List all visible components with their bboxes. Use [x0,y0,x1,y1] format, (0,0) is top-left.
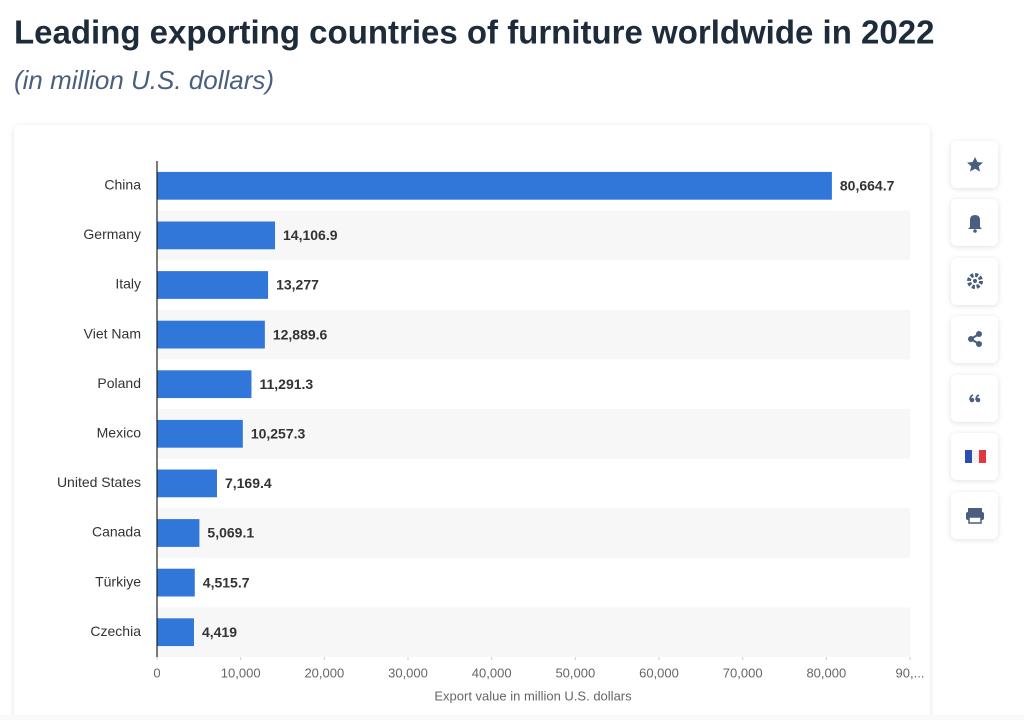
value-label: 13,277 [276,277,319,293]
bar [157,568,195,597]
y-tick-label: Mexico [97,425,142,441]
value-label: 4,515.7 [203,574,250,590]
favorite-button[interactable] [951,141,998,188]
x-tick-label: 30,000 [388,665,428,680]
value-label: 5,069.1 [207,525,254,541]
row-stripe [157,607,910,657]
x-tick-label: 0 [153,665,160,680]
settings-button[interactable] [951,258,998,305]
y-tick-label: Viet Nam [84,325,141,341]
bar [157,469,217,498]
bar [157,221,276,250]
y-tick-label: Poland [97,375,141,391]
x-tick-label: 60,000 [639,665,679,680]
share-button[interactable] [951,316,998,363]
bar [157,519,200,547]
x-tick-label: 80,000 [806,665,846,680]
y-tick-label: Germany [83,226,141,242]
y-tick-label: China [104,177,141,193]
y-tick-label: United States [57,474,141,490]
language-button[interactable] [951,433,998,480]
plot-area: 0 10,000 20,000 30,000 40,000 50,000 60,000 70,… [57,161,925,680]
chart-subtitle: (in million U.S. dollars) [14,65,274,95]
x-tick-label: 10,000 [221,665,261,680]
value-label: 4,419 [202,624,237,640]
row-stripe [157,210,910,261]
x-tick-label: 50,000 [555,665,595,680]
row-stripe [157,508,910,558]
value-label: 7,169.4 [225,475,272,491]
value-label: 80,664.7 [840,178,895,194]
value-label: 11,291.3 [259,376,313,392]
bar [157,271,269,299]
y-tick-label: Canada [92,524,141,540]
cite-button[interactable] [951,375,998,422]
x-tick-label: 20,000 [304,665,344,680]
x-tick-label: 90,... [896,665,925,680]
value-label: 12,889.6 [273,326,328,342]
x-tick-label: 40,000 [472,665,512,680]
value-label: 10,257.3 [251,426,306,442]
value-label: 14,106.9 [283,227,338,243]
bar [157,320,265,349]
alert-button[interactable] [951,199,998,246]
toolbar [951,141,998,539]
print-button[interactable] [951,492,998,539]
y-tick-label: Türkiye [95,573,141,589]
bar [157,171,832,200]
bar [157,370,252,399]
chart-title: Leading exporting countries of furniture… [14,14,934,51]
bar [157,419,243,448]
row-stripe [157,409,910,459]
x-axis-title: Export value in million U.S. dollars [434,688,632,703]
row-stripe [157,309,910,360]
x-tick-label: 70,000 [723,665,763,680]
y-tick-label: Italy [115,276,141,292]
bar [157,618,194,647]
y-tick-label: Czechia [90,623,141,639]
